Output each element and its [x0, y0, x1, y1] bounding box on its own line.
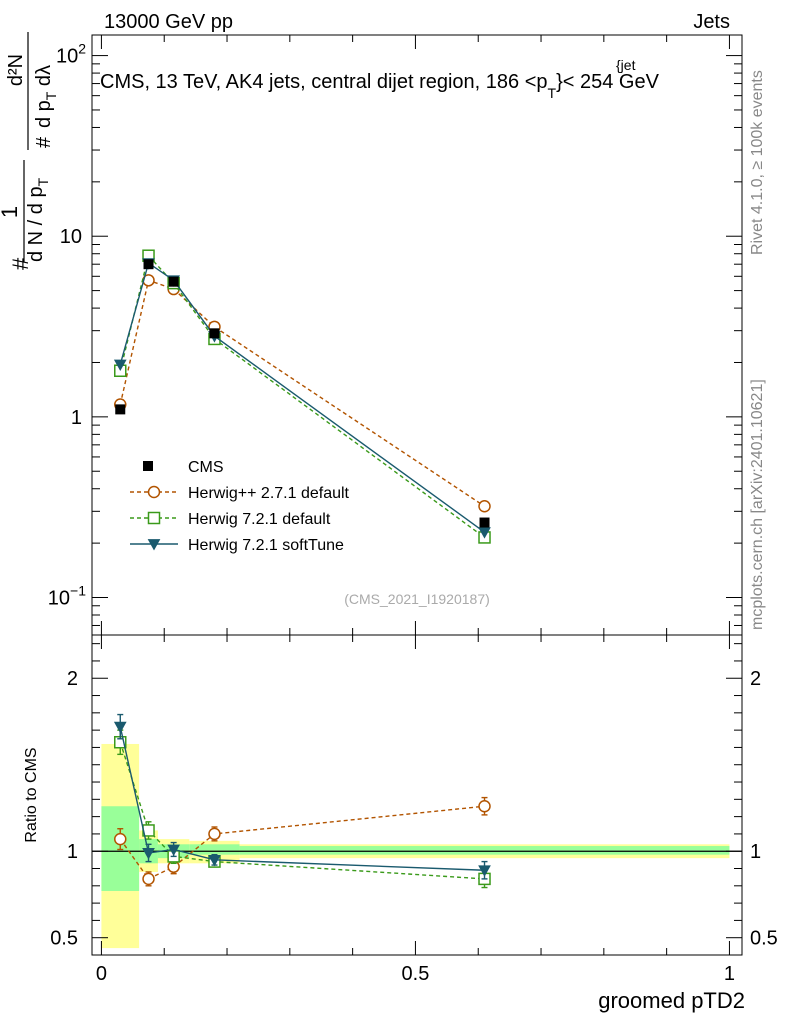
legend: CMS Herwig++ 2.7.1 default Herwig 7.2.1 de… — [130, 459, 350, 554]
y-label-den-1: d N / d pT — [25, 177, 51, 262]
mcplots-label: mcplots.cern.ch [arXiv:2401.10621] — [749, 379, 766, 630]
y-label-den-2-tail: dλ — [33, 65, 55, 92]
main-point-herwig-2-7-1-default-4 — [478, 499, 491, 513]
main-point-herwig-7-2-1-softtune-0 — [113, 359, 127, 371]
ratio-point-herwig-2-7-1-default-3 — [208, 827, 221, 841]
x-axis-label: groomed pTD2 — [598, 988, 745, 1013]
y-tick-label-main-1: 1 — [71, 407, 82, 429]
cms-data-points — [115, 259, 490, 528]
x-tick-label-1: 0.5 — [402, 963, 430, 985]
y-tick-label-main-3: 102 — [56, 41, 86, 68]
y-tick-label-main-0: 10−1 — [48, 582, 86, 609]
y-label-num-1: 1 — [0, 206, 22, 218]
legend-marker-cms — [143, 461, 153, 471]
y-label-hash-1: # — [8, 257, 33, 270]
x-tick-label-0: 0 — [96, 963, 107, 985]
energy-label: 13000 GeV pp — [104, 11, 233, 33]
legend-label-1: Herwig++ 2.7.1 default — [188, 485, 350, 502]
ratio-point-herwig-7-2-1-softtune-2 — [167, 844, 180, 857]
ratio-line-herwig-2-7-1-default — [119, 805, 485, 880]
y-tick-label-main-base-0: 10 — [48, 587, 70, 609]
analysis-id: (CMS_2021_I1920187) — [344, 591, 490, 607]
y-label-den-1-sub: T — [35, 177, 51, 186]
cms-point-0 — [115, 404, 126, 415]
ratio-point-herwig-2-7-1-default-1 — [142, 872, 155, 886]
y-tick-label-main-exp-0: −1 — [70, 582, 86, 598]
y-label-hash-2: # — [33, 136, 55, 148]
ratio-uncertainty-bands — [101, 743, 730, 949]
legend-marker-3 — [147, 539, 161, 551]
x-tick-label-2: 1 — [724, 963, 735, 985]
ratio-band-inner-4 — [239, 846, 730, 855]
y-label-den-1-text: d N / d p — [25, 186, 47, 262]
y-label-den-2-sub: T — [43, 91, 59, 100]
legend-label-3: Herwig 7.2.1 softTune — [188, 537, 344, 554]
legend-label-2: Herwig 7.2.1 default — [188, 511, 331, 528]
y-axis-label-main: # 1 d N / d pT # d²N d pT dλ — [0, 32, 59, 270]
plot-title: CMS, 13 TeV, AK4 jets, central dijet reg… — [100, 71, 660, 101]
ratio-band-inner-3 — [189, 844, 240, 855]
legend-label-0: CMS — [188, 459, 224, 476]
y-label-den-2: d pT dλ — [33, 65, 59, 128]
y-tick-label-ratio-left-0: 0.5 — [50, 928, 78, 950]
plot-title-sup: {jet — [616, 57, 636, 73]
plot-title-main: CMS, 13 TeV, AK4 jets, central dijet reg… — [100, 71, 548, 93]
cms-point-4 — [479, 517, 490, 528]
ratio-plot-frame — [91, 634, 743, 956]
y-tick-label-main-base-3: 10 — [56, 46, 78, 68]
y-tick-label-ratio-right-0: 0.5 — [750, 928, 778, 950]
y-tick-label-main-2: 10 — [60, 226, 82, 248]
ratio-point-herwig-7-2-1-softtune-3 — [208, 854, 221, 867]
ratio-point-herwig-7-2-1-softtune-1 — [142, 848, 155, 860]
ratio-series-layer — [113, 713, 491, 889]
category-label: Jets — [693, 11, 730, 33]
y-tick-label-ratio-left-2: 2 — [67, 668, 78, 690]
cms-point-1 — [143, 259, 154, 270]
y-axis-label-ratio: Ratio to CMS — [23, 747, 40, 842]
legend-marker-2 — [147, 511, 161, 525]
rivet-label: Rivet 4.1.0, ≥ 100k events — [749, 70, 766, 255]
legend-marker-1 — [147, 485, 161, 499]
ratio-point-herwig-2-7-1-default-0 — [114, 832, 127, 846]
y-tick-label-ratio-right-1: 1 — [750, 841, 761, 863]
y-label-num-2: d²N — [5, 54, 27, 86]
y-label-den-2-text: d p — [33, 100, 55, 128]
cms-point-3 — [209, 328, 220, 339]
plot-title-sub: T — [548, 85, 557, 101]
y-tick-label-ratio-right-2: 2 — [750, 668, 761, 690]
main-point-herwig-7-2-1-softtune-4 — [478, 527, 491, 539]
main-line-herwig-2-7-1-default — [119, 279, 485, 507]
ratio-point-herwig-2-7-1-default-4 — [478, 799, 491, 813]
y-tick-label-main-exp-3: 2 — [78, 41, 86, 57]
ratio-point-herwig-7-2-1-softtune-4 — [478, 865, 491, 877]
ratio-point-herwig-7-2-1-softtune-0 — [113, 721, 127, 734]
plot-title-suffix: }< 254 GeV — [556, 71, 660, 93]
cms-point-2 — [168, 276, 179, 287]
y-tick-label-ratio-left-1: 1 — [67, 841, 78, 863]
